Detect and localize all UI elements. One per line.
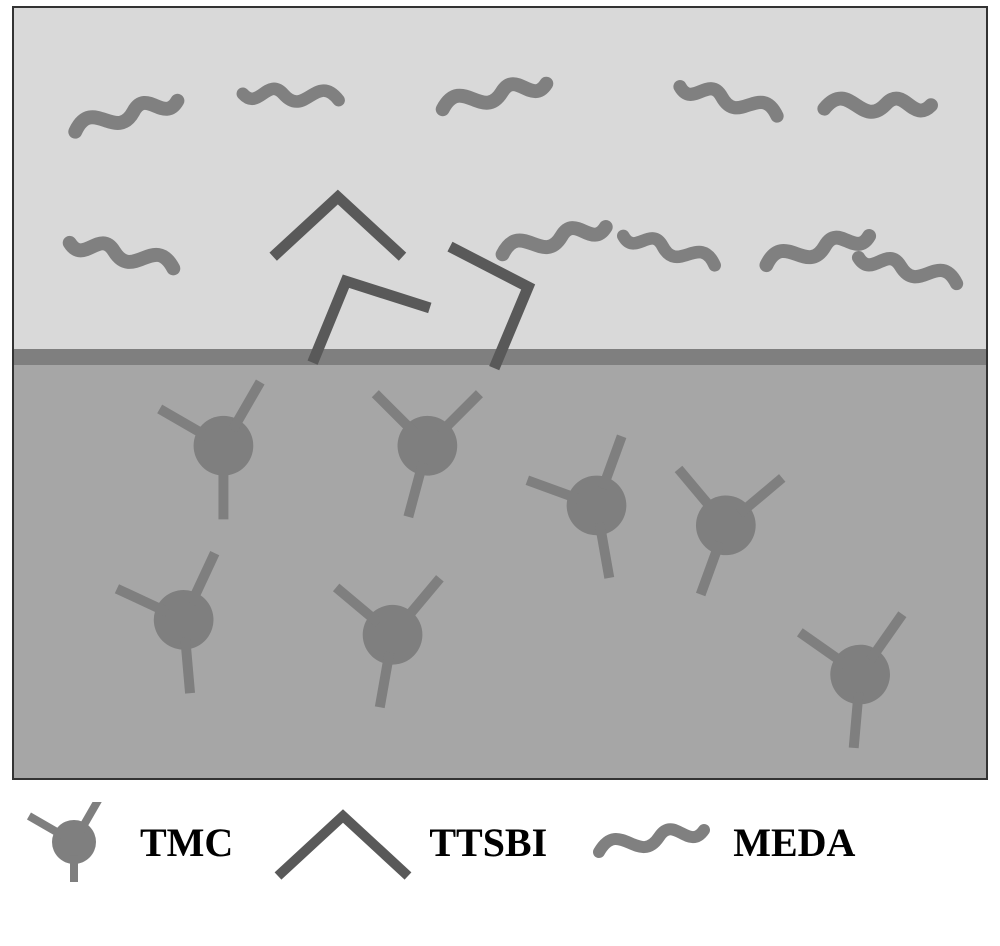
legend-label-ttsbi: TTSBI [429,819,547,866]
phase-divider [14,349,986,365]
legend-item-ttsbi: TTSBI [273,802,547,882]
bottom-phase [14,365,986,778]
legend-label-tmc: TMC [140,819,233,866]
legend-item-tmc: TMC [24,802,233,882]
tmc-icon-svg [24,802,124,882]
diagram-container [12,6,988,780]
legend-item-meda: MEDA [587,802,855,882]
legend: TMC TTSBI MEDA [24,802,855,882]
tmc-icon [24,802,124,882]
ttsbi-icon [273,802,413,882]
meda-icon-svg [587,802,717,882]
ttsbi-icon-svg [273,802,413,882]
top-phase [14,8,986,349]
meda-icon [587,802,717,882]
legend-label-meda: MEDA [733,819,855,866]
